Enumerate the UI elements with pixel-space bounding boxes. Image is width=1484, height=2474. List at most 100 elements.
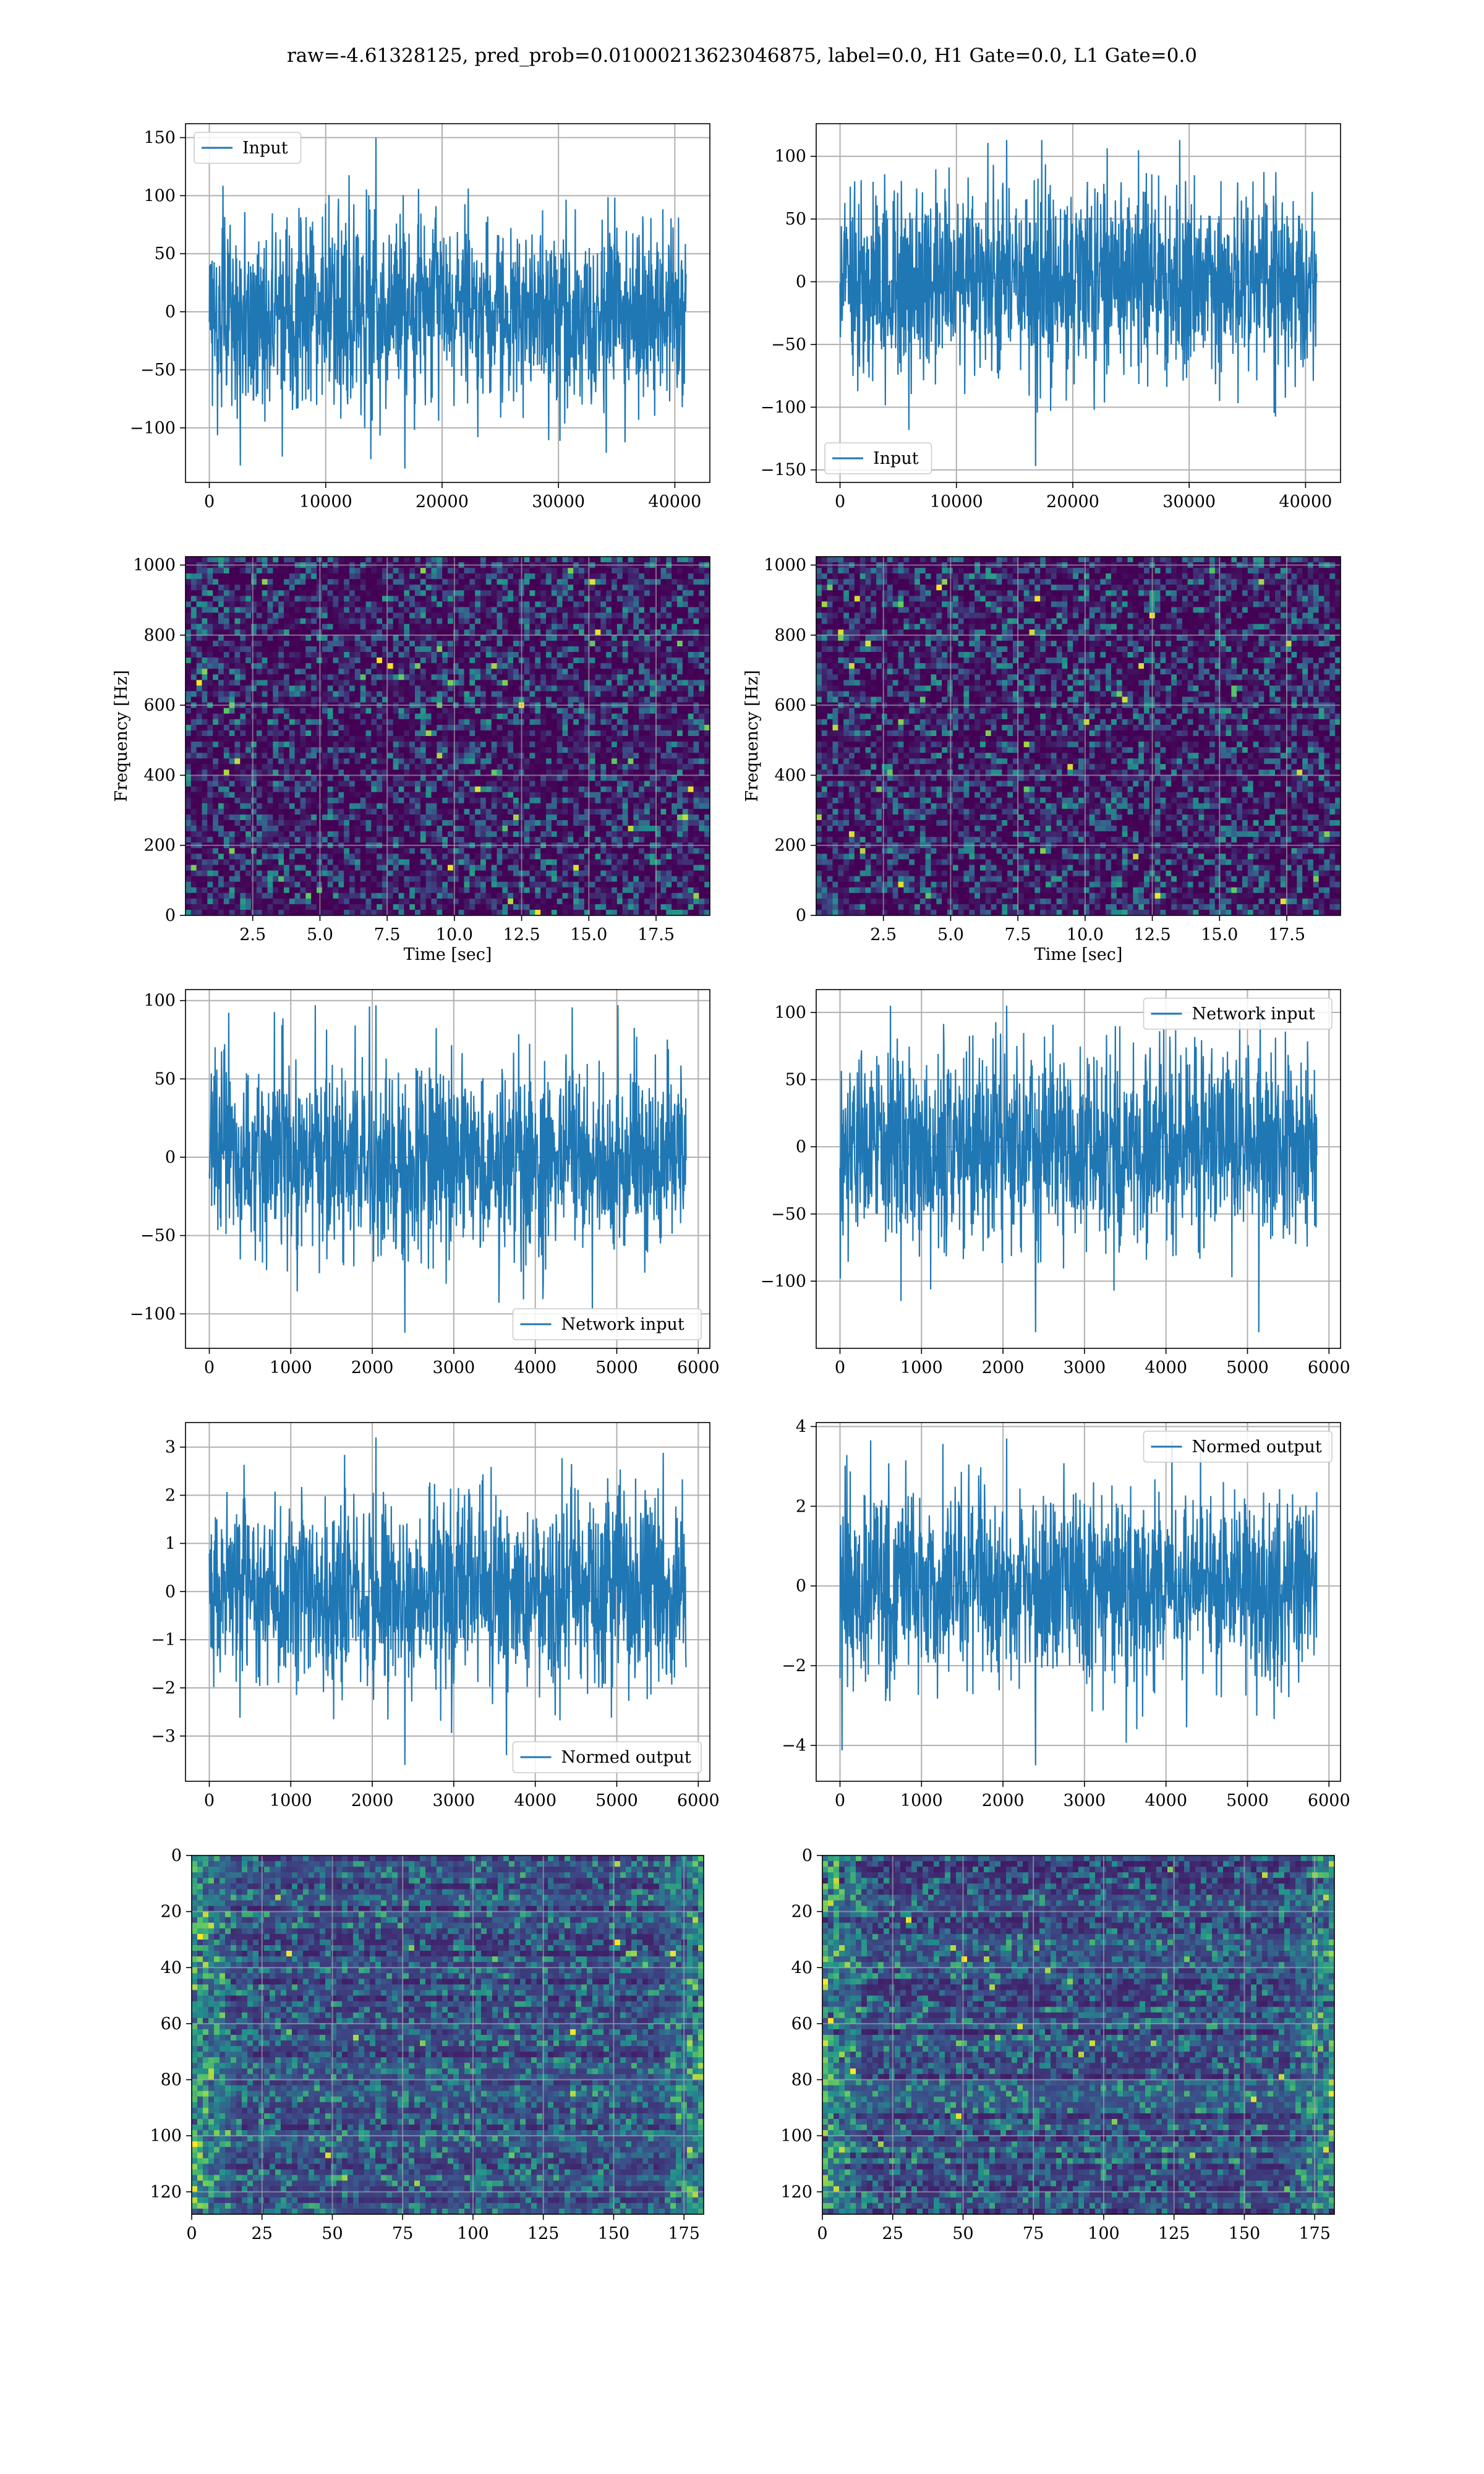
spectrogram-cell — [616, 797, 623, 804]
spectrogram-cell — [458, 742, 465, 748]
spectrogram-cell — [579, 579, 585, 585]
spectrogram-cell — [354, 758, 361, 764]
spectrogram-cell — [551, 674, 558, 680]
spectrogram-cell — [256, 646, 263, 653]
spectrogram-cell — [202, 590, 208, 597]
spectrogram-cell — [448, 764, 454, 770]
spectrogram-cell — [666, 758, 672, 764]
spectrogram-cell — [240, 797, 246, 804]
spectrogram-cell — [284, 797, 290, 804]
spectrogram-cell — [338, 742, 344, 748]
spectrogram-cell — [556, 652, 563, 658]
spectrogram-cell — [186, 781, 192, 787]
spectrogram-cell — [377, 669, 383, 675]
spectrogram-cell — [622, 669, 629, 675]
spectrogram-cell — [485, 618, 492, 625]
spectrogram-cell — [300, 640, 306, 647]
spectrogram-cell — [491, 736, 498, 742]
spectrogram-cell — [360, 753, 367, 759]
spectrogram-cell — [425, 646, 432, 653]
spectrogram-cell — [644, 724, 650, 731]
spectrogram-cell — [404, 573, 410, 580]
spectrogram-cell — [655, 612, 662, 619]
spectrogram-cell — [469, 826, 475, 832]
spectrogram-cell — [677, 742, 683, 748]
spectrogram-cell — [485, 652, 492, 658]
spectrogram-cell — [628, 640, 634, 647]
spectrogram-cell — [284, 820, 290, 826]
spectrogram-cell — [415, 691, 421, 698]
spectrogram-cell — [573, 753, 579, 759]
spectrogram-cell — [377, 826, 383, 832]
spectrogram-cell — [546, 612, 552, 619]
spectrogram-cell — [546, 837, 552, 843]
spectrogram-cell — [469, 680, 475, 687]
spectrogram-cell — [497, 618, 503, 625]
spectrogram-cell — [589, 685, 596, 692]
spectrogram-cell — [497, 775, 503, 782]
spectrogram-cell — [262, 742, 268, 748]
spectrogram-cell — [262, 769, 268, 776]
spectrogram-cell — [568, 579, 574, 585]
spectrogram-cell — [234, 758, 241, 764]
spectrogram-cell — [267, 557, 273, 563]
spectrogram-cell — [633, 573, 639, 580]
spectrogram-cell — [190, 590, 197, 597]
spectrogram-cell — [704, 680, 710, 687]
spectrogram-cell — [207, 696, 213, 703]
spectrogram-cell — [404, 680, 410, 687]
spectrogram-cell — [546, 573, 552, 580]
spectrogram-cell — [398, 747, 404, 753]
spectrogram-cell — [458, 674, 465, 680]
spectrogram-cell — [409, 797, 416, 804]
spectrogram-cell — [529, 618, 535, 625]
spectrogram-cell — [546, 713, 552, 720]
spectrogram-cell — [485, 663, 492, 669]
spectrogram-cell — [699, 708, 705, 714]
spectrogram-cell — [464, 685, 470, 692]
spectrogram-cell — [628, 719, 634, 726]
spectrogram-cell — [491, 753, 498, 759]
spectrogram-cell — [704, 612, 710, 619]
spectrogram-cell — [540, 803, 547, 810]
spectrogram-cell — [682, 758, 689, 764]
spectrogram-cell — [267, 831, 273, 837]
spectrogram-cell — [415, 724, 421, 731]
spectrogram-cell — [393, 579, 399, 585]
spectrogram-cell — [393, 618, 399, 625]
spectrogram-cell — [365, 646, 372, 653]
spectrogram-cell — [644, 786, 650, 793]
spectrogram-cell — [573, 758, 579, 764]
spectrogram-cell — [218, 680, 224, 687]
spectrogram-cell — [649, 742, 656, 748]
spectrogram-cell — [190, 629, 197, 636]
spectrogram-cell — [458, 803, 465, 810]
spectrogram-cell — [485, 557, 492, 563]
spectrogram-cell — [218, 618, 224, 625]
spectrogram-cell — [409, 753, 416, 759]
spectrogram-cell — [289, 652, 296, 658]
spectrogram-cell — [262, 663, 268, 669]
spectrogram-cell — [190, 837, 197, 843]
spectrogram-cell — [579, 730, 585, 737]
spectrogram-cell — [387, 640, 394, 647]
spectrogram-cell — [573, 837, 579, 843]
spectrogram-cell — [267, 724, 273, 731]
spectrogram-cell — [273, 808, 279, 815]
spectrogram-cell — [365, 837, 372, 843]
spectrogram-cell — [693, 607, 699, 614]
spectrogram-cell — [606, 792, 612, 798]
spectrogram-cell — [284, 607, 290, 614]
spectrogram-cell — [349, 708, 356, 714]
spectrogram-cell — [584, 640, 591, 647]
spectrogram-cell — [584, 573, 591, 580]
spectrogram-cell — [338, 747, 344, 753]
spectrogram-cell — [606, 814, 612, 821]
spectrogram-cell — [344, 730, 350, 737]
spectrogram-cell — [672, 568, 678, 574]
spectrogram-cell — [278, 831, 284, 837]
spectrogram-cell — [448, 573, 454, 580]
spectrogram-cell — [333, 657, 339, 664]
spectrogram-cell — [300, 786, 306, 793]
spectrogram-cell — [371, 775, 377, 782]
